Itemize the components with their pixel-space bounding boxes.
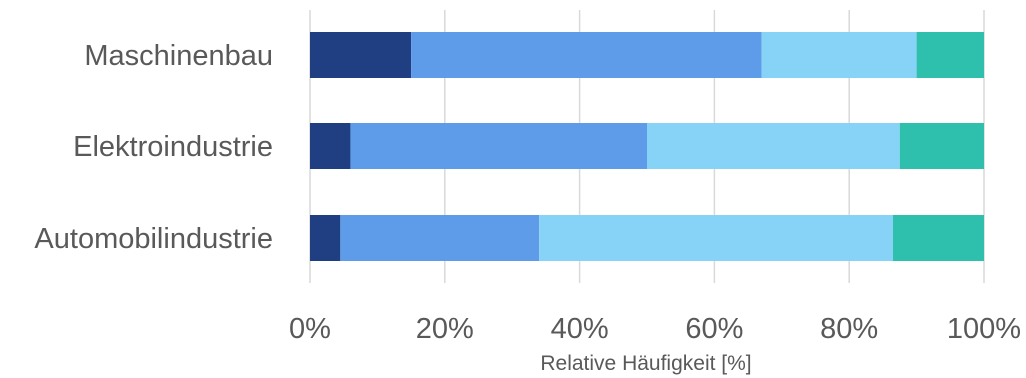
bar-segment: [310, 123, 351, 169]
x-tick-label: 80%: [820, 313, 878, 345]
x-tick-labels: 0% 20% 40% 60% 80% 100%: [289, 313, 1021, 345]
bar-segment: [411, 32, 762, 78]
bar-segment: [899, 123, 984, 169]
x-tick-label: 60%: [685, 313, 743, 345]
category-label: Maschinenbau: [84, 40, 273, 72]
x-tick-label: 20%: [416, 313, 474, 345]
category-label: Elektroindustrie: [73, 131, 273, 163]
category-label: Automobilindustrie: [34, 223, 273, 255]
bar-segment: [310, 215, 341, 261]
x-tick-label: 100%: [947, 313, 1021, 345]
x-tick-label: 0%: [289, 313, 331, 345]
bar-segment: [761, 32, 917, 78]
bar-segment: [539, 215, 894, 261]
bar-segment: [916, 32, 984, 78]
bar-segment: [310, 32, 412, 78]
x-axis-title: Relative Häufigkeit [%]: [540, 352, 751, 375]
bar-segment: [893, 215, 984, 261]
x-tick-label: 40%: [551, 313, 609, 345]
bar-segment: [647, 123, 900, 169]
category-labels: Maschinenbau Elektroindustrie Automobilind…: [34, 40, 273, 255]
bar-segment: [350, 123, 647, 169]
bars: [310, 32, 984, 261]
bar-segment: [340, 215, 540, 261]
